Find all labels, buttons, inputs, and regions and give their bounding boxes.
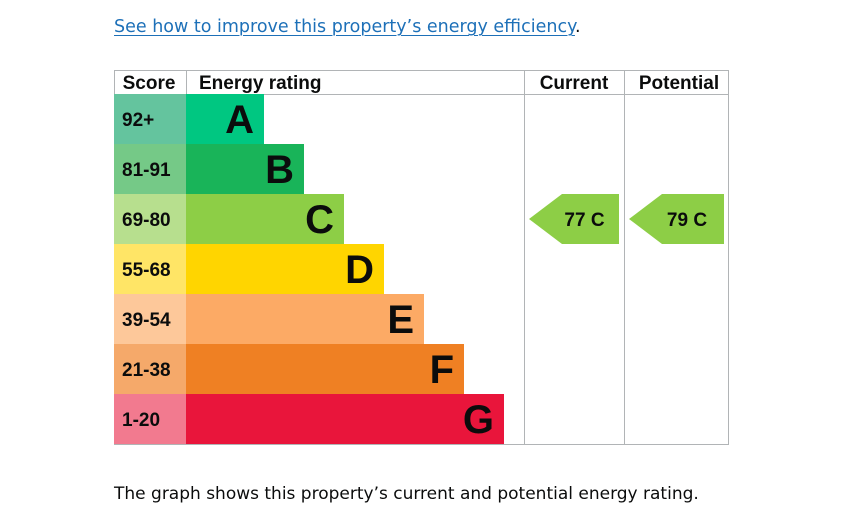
chart-headers: Score Energy rating Current Potential (123, 73, 720, 94)
band-d: 55-68 D (114, 244, 384, 294)
intro-trailing: . (574, 17, 581, 37)
score-cell (114, 394, 186, 444)
band-b: 81-91 B (114, 144, 304, 194)
potential-rating-marker-label: 79 C (667, 210, 707, 231)
score-cell (114, 344, 186, 394)
chart-caption: The graph shows this property’s current … (114, 484, 699, 504)
band-bar (186, 294, 424, 344)
band-bar (186, 344, 464, 394)
band-letter: B (265, 148, 294, 192)
band-bar (186, 394, 504, 444)
current-rating-marker-arrow (529, 194, 619, 244)
score-label: 55-68 (122, 260, 171, 281)
score-cell (114, 194, 186, 244)
band-g: 1-20 G (114, 394, 504, 444)
score-label: 69-80 (122, 210, 171, 231)
score-label: 1-20 (122, 410, 160, 431)
band-bar (186, 194, 344, 244)
score-cell (114, 244, 186, 294)
band-letter: G (463, 398, 494, 442)
band-letter: D (345, 248, 374, 292)
potential-rating-marker: 79 C (629, 194, 724, 244)
rating-markers: 77 C 79 C (529, 194, 724, 244)
score-label: 81-91 (122, 160, 171, 181)
header-energy-rating: Energy rating (199, 73, 321, 94)
band-bar (186, 244, 384, 294)
band-letter: C (305, 198, 334, 242)
score-cell (114, 144, 186, 194)
band-bar (186, 144, 304, 194)
band-letter: F (430, 348, 454, 392)
band-letter: E (387, 298, 414, 342)
band-e: 39-54 E (114, 294, 424, 344)
current-rating-marker-label: 77 C (564, 210, 604, 231)
score-label: 92+ (122, 110, 154, 131)
band-letter: A (225, 98, 254, 142)
score-label: 21-38 (122, 360, 171, 381)
band-f: 21-38 F (114, 344, 464, 394)
score-label: 39-54 (122, 310, 171, 331)
intro-line: See how to improve this property’s energ… (114, 14, 581, 40)
potential-rating-marker-arrow (629, 194, 724, 244)
header-potential: Potential (639, 73, 719, 94)
score-cell (114, 294, 186, 344)
band-a: 92+ A (114, 94, 264, 144)
current-rating-marker: 77 C (529, 194, 619, 244)
header-current: Current (540, 73, 609, 94)
band-bar (186, 94, 264, 144)
rating-bands: 92+ A 81-91 B 69-80 C 55-68 D 39-54 E 21-38 F 1-20 G (114, 94, 504, 444)
score-cell (114, 94, 186, 144)
header-score: Score (123, 73, 176, 94)
improve-efficiency-link[interactable]: See how to improve this property’s energ… (114, 17, 575, 37)
band-c: 69-80 C (114, 194, 344, 244)
